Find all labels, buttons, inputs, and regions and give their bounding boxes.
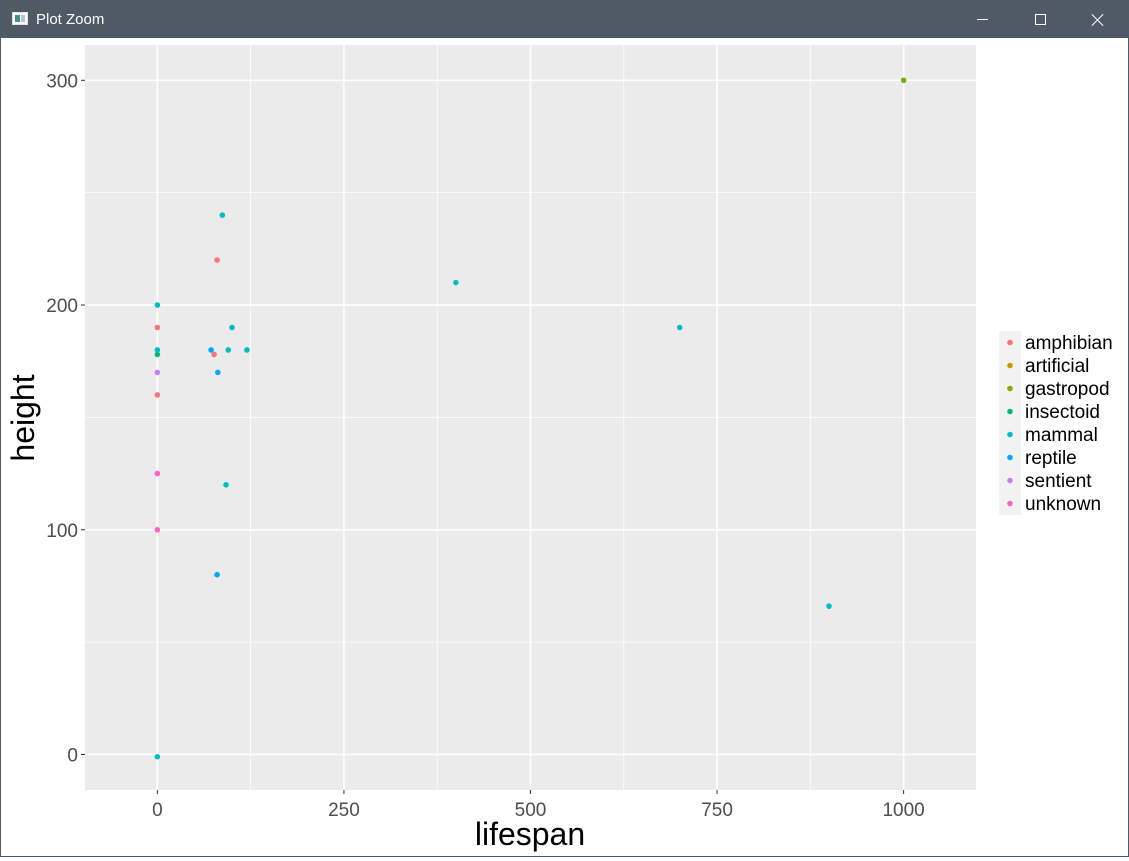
data-point-insectoid: [154, 351, 161, 358]
data-point-gastropod: [900, 77, 907, 84]
maximize-icon: [1034, 14, 1046, 25]
window-title: Plot Zoom: [36, 11, 105, 28]
legend-swatch-amphibian: [1007, 339, 1013, 346]
maximize-button[interactable]: [1011, 1, 1069, 38]
data-point-sentient: [154, 369, 161, 376]
minimize-button[interactable]: [953, 1, 1011, 38]
data-point-amphibian: [154, 324, 161, 331]
data-points: [154, 77, 907, 760]
data-point-mammal: [154, 347, 161, 353]
data-point-mammal: [154, 753, 161, 760]
x-tick-label: 250: [328, 800, 360, 821]
data-point-mammal: [223, 482, 229, 488]
legend-swatch-artificial: [1007, 362, 1013, 369]
legend-swatch-unknown: [1007, 500, 1013, 507]
data-point-unknown: [154, 526, 161, 533]
data-point-mammal: [244, 347, 250, 353]
major-gridlines: [85, 45, 976, 790]
legend-label-insectoid: insectoid: [1025, 402, 1100, 423]
scatter-chart: 0 250 500 750 1000 0 100 200 300 lifespan heigh…: [1, 38, 1128, 856]
data-point-mammal: [225, 347, 232, 353]
legend-label-gastropod: gastropod: [1025, 379, 1110, 400]
data-point-mammal: [453, 279, 459, 286]
x-axis: 0 250 500 750 1000: [152, 790, 925, 821]
legend-swatch-mammal: [1007, 431, 1013, 438]
plot-area: 0 250 500 750 1000 0 100 200 300 lifespan heigh…: [1, 38, 1128, 856]
close-icon: [1092, 14, 1104, 26]
y-tick-label: 200: [46, 296, 78, 317]
data-point-mammal: [676, 324, 683, 331]
title-bar[interactable]: Plot Zoom: [1, 1, 1128, 38]
minimize-icon: [976, 19, 988, 20]
data-point-amphibian: [211, 351, 217, 358]
legend-swatch-insectoid: [1007, 408, 1013, 415]
legend-swatch-gastropod: [1007, 385, 1013, 392]
data-point-reptile: [208, 347, 214, 353]
app-icon: [12, 12, 28, 25]
close-button[interactable]: [1069, 1, 1127, 38]
data-point-amphibian: [154, 392, 161, 398]
legend-swatch-sentient: [1007, 477, 1013, 484]
legend-label-artificial: artificial: [1025, 356, 1089, 377]
legend: amphibianartificialgastropodinsectoidmam…: [999, 331, 1113, 515]
x-tick-label: 750: [701, 800, 733, 821]
y-axis: 0 100 200 300: [46, 71, 85, 766]
data-point-unknown: [154, 470, 161, 477]
data-point-mammal: [229, 324, 235, 331]
y-tick-label: 300: [46, 71, 78, 92]
data-point-reptile: [214, 571, 220, 578]
data-point-mammal: [154, 302, 161, 308]
legend-label-unknown: unknown: [1025, 494, 1101, 515]
legend-label-reptile: reptile: [1025, 448, 1077, 469]
x-axis-label: lifespan: [475, 816, 585, 852]
data-point-amphibian: [214, 257, 220, 263]
data-point-reptile: [215, 369, 221, 376]
x-tick-label: 1000: [882, 800, 924, 821]
y-tick-label: 0: [67, 745, 78, 766]
legend-swatch-reptile: [1007, 454, 1013, 461]
y-axis-label: height: [5, 374, 41, 461]
legend-label-amphibian: amphibian: [1025, 333, 1113, 354]
data-point-mammal: [826, 603, 832, 609]
data-point-mammal: [219, 212, 226, 218]
legend-label-sentient: sentient: [1025, 471, 1092, 492]
y-tick-label: 100: [46, 521, 78, 542]
x-tick-label: 0: [152, 800, 163, 821]
legend-label-mammal: mammal: [1025, 425, 1098, 446]
x-tick-label: 500: [515, 800, 547, 821]
